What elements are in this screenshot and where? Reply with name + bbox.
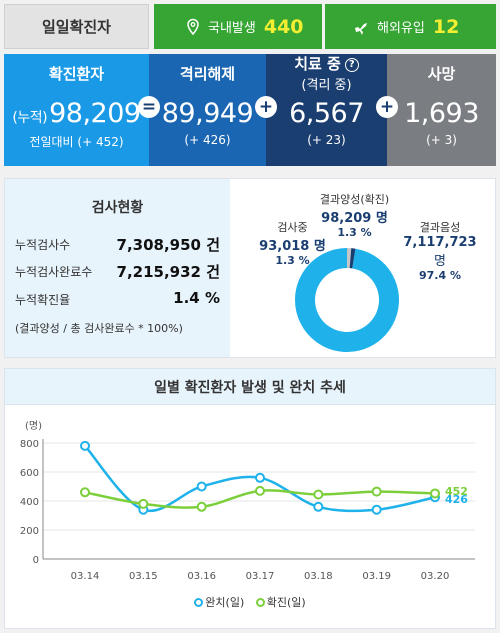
pie-negative-pct: 97.4 %: [419, 269, 461, 282]
released-stat: 격리해제 89,949 (+ 426): [149, 54, 266, 166]
confirmed-change: 전일대비 (+ 452): [29, 135, 124, 149]
plus-operator-1: +: [255, 96, 277, 118]
pie-negative-label: 결과음성: [419, 221, 461, 234]
treating-head: 치료 중? (격리 중): [266, 54, 387, 93]
test-row-label: 누적검사수: [15, 238, 71, 252]
x-tick-label: 03.16: [187, 571, 216, 582]
released-title: 격리해제: [179, 64, 236, 83]
legend-confirm[interactable]: 확진(일): [255, 594, 306, 610]
treating-change: (+ 23): [307, 133, 346, 147]
data-point[interactable]: [138, 498, 149, 509]
pie-label-positive: 결과양성(확진) 98,209 명 1.3 %: [302, 191, 407, 239]
treating-stat: 치료 중? (격리 중) 6,567 (+ 23): [266, 54, 387, 166]
deaths-change: (+ 3): [426, 133, 457, 147]
legend-release-label: 완치(일): [205, 596, 245, 609]
plus-operator-2: +: [376, 96, 398, 118]
pie-label-negative: 결과음성 7,117,723 명 97.4 %: [390, 219, 490, 282]
trend-chart-panel: 일별 확진환자 발생 및 완치 추세 (명) 0 200 400 600 800 03.14…: [4, 368, 496, 629]
data-point[interactable]: [255, 485, 265, 496]
y-tick-label: 600: [20, 468, 39, 479]
pie-positive-pct: 1.3 %: [337, 226, 372, 239]
test-row-label: 누적확진율: [15, 293, 71, 307]
y-tick-label: 0: [33, 555, 39, 566]
pie-label-testing: 검사중 93,018 명 1.3 %: [250, 219, 335, 267]
test-result-donut: [295, 248, 399, 352]
legend-release[interactable]: 완치(일): [194, 594, 244, 610]
end-value-label: 426: [445, 493, 468, 506]
confirmed-value: 98,209: [49, 98, 141, 129]
data-point[interactable]: [196, 501, 207, 512]
test-rate-note: (결과양성 / 총 검사완료수 * 100%): [15, 322, 183, 335]
daily-confirmed-label: 일일확진자: [4, 4, 149, 49]
deaths-title: 사망: [427, 64, 456, 83]
confirmed-number: (누적)98,209: [4, 98, 149, 129]
donut-slice-negative: [295, 248, 399, 352]
treating-title: 치료 중: [294, 55, 341, 73]
test-row-value: 1.4 %: [173, 289, 220, 307]
daily-summary-bar: 일일확진자 국내발생 440 해외유입 12: [4, 4, 496, 49]
x-tick-label: 03.17: [246, 571, 275, 582]
pie-testing-label: 검사중: [277, 221, 308, 234]
deaths-stat: 사망 1,693 (+ 3): [387, 54, 496, 166]
chart-legend: 완치(일) 확진(일): [5, 594, 495, 610]
pie-negative-value: 7,117,723: [403, 235, 477, 250]
pie-negative-unit: 명: [434, 254, 446, 269]
data-point[interactable]: [255, 472, 265, 483]
y-tick-label: 200: [20, 526, 39, 537]
confirmed-title: 확진환자: [48, 64, 105, 83]
released-value: 89,949: [161, 98, 254, 129]
released-change: (+ 426): [184, 133, 231, 147]
x-tick-label: 03.14: [71, 571, 100, 582]
data-point[interactable]: [313, 501, 324, 512]
x-tick-label: 03.15: [129, 571, 158, 582]
pie-positive-value: 98,209 명: [321, 211, 388, 226]
x-tick-label: 03.19: [362, 571, 391, 582]
y-axis-label: (명): [25, 420, 42, 432]
y-tick-label: 400: [20, 497, 39, 508]
data-point[interactable]: [80, 487, 90, 498]
location-pin-icon: [184, 18, 202, 36]
data-point[interactable]: [430, 488, 440, 499]
domestic-cases: 국내발생 440: [154, 4, 322, 49]
test-status-panel: 검사현황 누적검사수 7,308,950 건 누적검사완료수 7,215,932…: [4, 178, 496, 358]
test-row-value: 7,308,950 건: [116, 236, 220, 254]
test-title: 검사현황: [91, 200, 144, 216]
domestic-label: 국내발생: [208, 21, 256, 36]
confirmed-prefix: (누적): [12, 110, 48, 126]
equals-operator: =: [138, 96, 160, 118]
data-point[interactable]: [371, 504, 382, 515]
pie-positive-label: 결과양성(확진): [319, 193, 390, 206]
deaths-value: 1,693: [404, 98, 479, 129]
x-tick-label: 03.18: [304, 571, 333, 582]
overseas-value: 12: [432, 15, 460, 38]
overseas-label: 해외유입: [377, 21, 425, 36]
domestic-value: 440: [263, 15, 304, 38]
data-point[interactable]: [371, 486, 382, 497]
treating-value: 6,567: [289, 98, 364, 129]
end-value-label: 452: [445, 485, 468, 498]
chart-title: 일별 확진환자 발생 및 완치 추세: [5, 369, 495, 405]
test-summary: 검사현황 누적검사수 7,308,950 건 누적검사완료수 7,215,932…: [5, 179, 230, 357]
data-point[interactable]: [196, 481, 207, 492]
treating-subtitle: (격리 중): [301, 78, 352, 93]
legend-confirm-label: 확진(일): [266, 596, 306, 609]
airplane-icon: [353, 18, 371, 36]
x-tick-label: 03.20: [421, 571, 450, 582]
stats-row: 확진환자 (누적)98,209 전일대비 (+ 452) 격리해제 89,949…: [4, 54, 496, 166]
overseas-cases: 해외유입 12: [325, 4, 496, 49]
help-icon[interactable]: ?: [344, 57, 359, 72]
trend-line-chart: (명) 0 200 400 600 800 03.14 03.15 03.16 03.17 03.1…: [20, 420, 475, 582]
test-row-label: 누적검사완료수: [15, 265, 93, 279]
data-point[interactable]: [313, 489, 324, 500]
pie-testing-value: 93,018 명: [259, 239, 326, 254]
pie-testing-pct: 1.3 %: [275, 254, 310, 267]
legend-release-marker: [194, 597, 204, 607]
data-point[interactable]: [80, 440, 90, 451]
test-row-value: 7,215,932 건: [116, 263, 220, 281]
legend-confirm-marker: [255, 597, 265, 607]
y-tick-label: 800: [20, 439, 39, 450]
confirmed-stat: 확진환자 (누적)98,209 전일대비 (+ 452): [4, 54, 149, 166]
